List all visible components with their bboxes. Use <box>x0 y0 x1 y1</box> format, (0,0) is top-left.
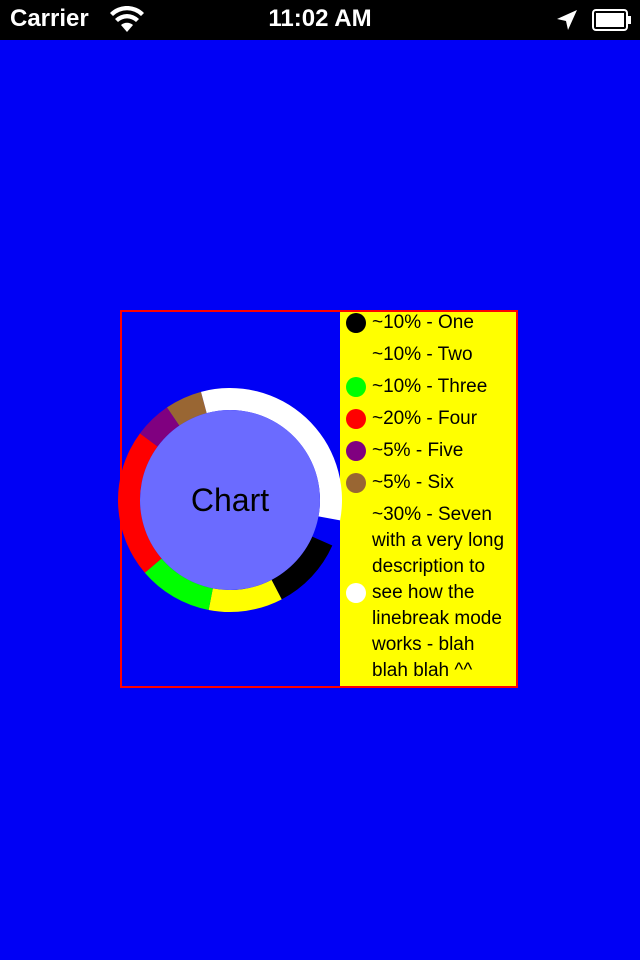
donut-slice-6 <box>166 391 207 426</box>
status-time: 11:02 AM <box>268 5 372 32</box>
carrier-label: Carrier <box>10 5 89 32</box>
legend-item: ~10% - One <box>340 312 516 338</box>
legend-item: ~20% - Four <box>340 408 516 434</box>
donut-slice-1 <box>271 536 333 600</box>
donut-slice-5 <box>139 407 180 447</box>
legend-label: ~20% - Four <box>372 408 478 429</box>
wifi-icon <box>110 6 144 32</box>
legend-label: ~10% - One <box>372 312 474 333</box>
legend-swatch <box>346 377 366 397</box>
legend-label: ~5% - Five <box>372 440 464 461</box>
legend-label: ~10% - Three <box>372 376 488 397</box>
donut-slice-2 <box>208 579 282 613</box>
legend-background <box>340 312 516 686</box>
battery-icon <box>592 9 631 31</box>
legend-label: ~10% - Two <box>372 344 473 365</box>
legend-item: ~5% - Six <box>340 472 516 498</box>
legend-swatch <box>346 583 366 603</box>
legend-swatch <box>346 473 366 493</box>
legend-item: ~10% - Three <box>340 376 516 402</box>
legend-label: ~30% - Seven with a very long descriptio… <box>372 504 505 681</box>
location-arrow-icon <box>557 10 577 30</box>
legend-label: ~5% - Six <box>372 472 454 493</box>
legend-swatch <box>346 441 366 461</box>
chart-center-label: Chart <box>191 482 269 518</box>
legend-swatch <box>346 409 366 429</box>
status-bar: Carrier 11:02 AM <box>0 0 640 40</box>
legend-item: ~10% - Two <box>340 344 516 370</box>
donut-center <box>140 410 320 590</box>
donut-slice-3 <box>144 558 213 610</box>
donut-slice-7 <box>201 388 342 521</box>
legend-item: ~30% - Seven with a very long descriptio… <box>340 504 516 686</box>
legend-swatch <box>346 313 366 333</box>
legend-item: ~5% - Five <box>340 440 516 466</box>
donut-slice-4 <box>118 433 162 573</box>
legend-swatch <box>346 345 366 365</box>
